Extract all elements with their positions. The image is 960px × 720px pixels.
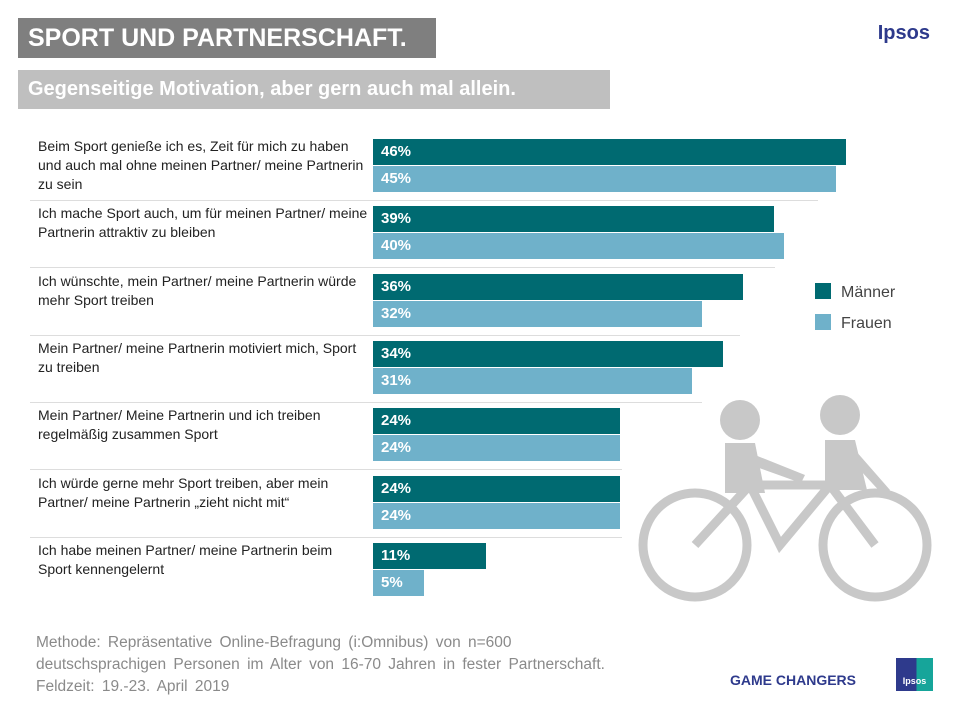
- bar-maenner: 11%: [373, 542, 487, 569]
- bar-frauen: 31%: [373, 367, 692, 394]
- tandem-bicycle-icon: [638, 395, 932, 602]
- row-divider: [30, 401, 702, 403]
- method-line-2: deutschsprachigen Personen im Alter von …: [36, 656, 605, 673]
- category-label: Beim Sport genieße ich es, Zeit für mich…: [38, 138, 364, 192]
- legend-item-maenner: Männer: [815, 283, 895, 302]
- row-divider: [30, 469, 622, 471]
- bar-maenner: 24%: [373, 475, 620, 502]
- category-label: Ich habe meinen Partner/ meine Partnerin…: [38, 541, 333, 577]
- legend-swatch: [815, 283, 831, 299]
- page-subtitle: Gegenseitige Motivation, aber gern auch …: [18, 70, 610, 109]
- page-title: SPORT UND PARTNERSCHAFT.: [18, 18, 436, 58]
- bar-maenner: 46%: [373, 139, 846, 165]
- methodology-note: Methode: Repräsentative Online-Befragung…: [36, 632, 605, 698]
- legend-item-frauen: Frauen: [815, 314, 892, 333]
- bar-frauen: 5%: [373, 569, 425, 596]
- legend-swatch: [815, 314, 831, 330]
- bar-frauen: 32%: [373, 300, 702, 327]
- bar-maenner: 34%: [373, 340, 723, 367]
- row-divider: [30, 334, 740, 336]
- category-label: Ich wünschte, mein Partner/ meine Partne…: [38, 272, 357, 308]
- method-line: Methode: Repräsentative Online-Befragung…: [36, 634, 512, 651]
- brand-logo: Ipsos: [877, 22, 930, 44]
- bar-maenner: 36%: [373, 273, 744, 300]
- ipsos-logo: Ipsos: [896, 658, 933, 691]
- category-label: Ich mache Sport auch, um für meinen Part…: [38, 205, 368, 241]
- category-label: Mein Partner/ meine Partnerin motiviert …: [38, 339, 357, 375]
- bar-frauen: 24%: [373, 435, 620, 462]
- legend-label: Männer: [841, 284, 896, 301]
- category-label: Ich würde gerne mehr Sport treiben, aber…: [38, 474, 329, 510]
- row-divider: [30, 267, 775, 269]
- field-period: Feldzeit: 19.-23. April 2019: [36, 678, 230, 695]
- row-divider: [30, 536, 622, 538]
- bar-frauen: 45%: [373, 166, 836, 192]
- category-label: Mein Partner/ Meine Partnerin und ich tr…: [38, 407, 321, 443]
- bar-maenner: 39%: [373, 206, 774, 233]
- row-divider: [30, 200, 818, 201]
- legend-label: Frauen: [841, 315, 892, 332]
- bar-frauen: 40%: [373, 233, 785, 260]
- game-changers-tagline: GAME CHANGERS: [730, 672, 857, 688]
- bar-maenner: 24%: [373, 408, 620, 435]
- bar-frauen: 24%: [373, 502, 620, 529]
